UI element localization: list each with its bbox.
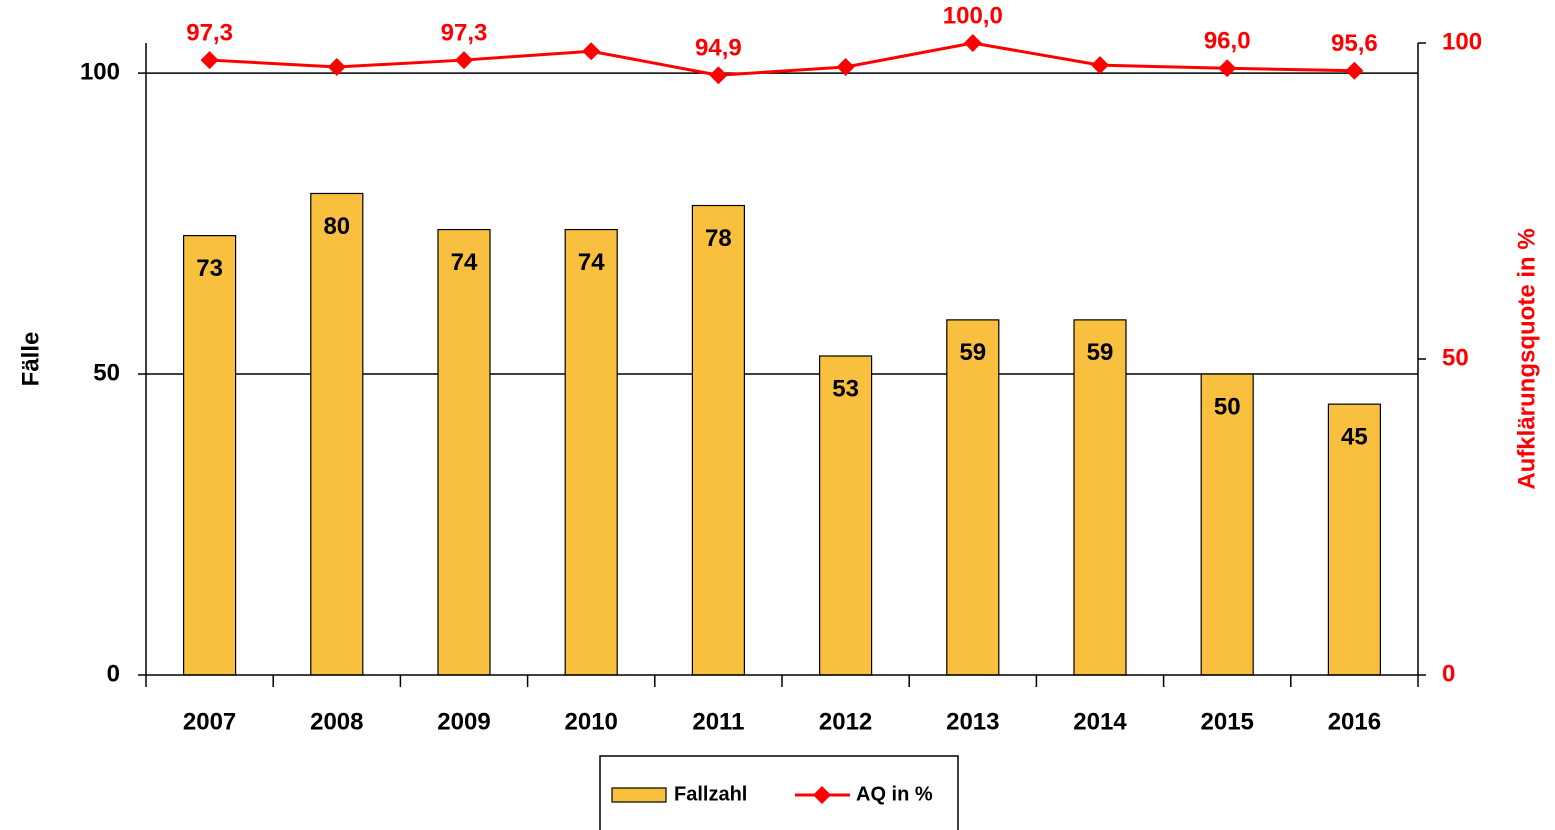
y2-tick-label: 100 xyxy=(1442,28,1482,55)
y2-tick-label: 50 xyxy=(1442,344,1469,371)
bar xyxy=(1200,373,1254,676)
line-value-label: 95,6 xyxy=(1331,30,1378,57)
line-marker xyxy=(200,51,219,70)
line-marker xyxy=(455,51,473,70)
bar-value-label: 59 xyxy=(959,339,986,366)
y-tick-label: 100 xyxy=(80,58,120,85)
x-tick-label: 2007 xyxy=(183,708,236,735)
bar xyxy=(1073,319,1127,676)
x-tick-label: 2015 xyxy=(1201,708,1254,735)
bar xyxy=(691,204,746,676)
y2-tick-label: 0 xyxy=(1442,660,1455,687)
bar xyxy=(437,228,491,676)
x-tick-label: 2008 xyxy=(310,708,363,735)
line-marker xyxy=(1091,56,1109,75)
x-tick-label: 2016 xyxy=(1328,708,1381,735)
bar-value-label: 45 xyxy=(1341,423,1368,450)
line-marker xyxy=(709,66,728,85)
line-value-label: 94,9 xyxy=(695,35,742,62)
bar-value-label: 74 xyxy=(578,249,605,276)
legend-label: AQ in % xyxy=(856,783,933,805)
line-value-label: 97,3 xyxy=(441,19,488,46)
line-marker xyxy=(327,58,346,77)
bar-value-label: 53 xyxy=(832,375,859,402)
x-tick-label: 2010 xyxy=(565,708,618,735)
x-tick-label: 2013 xyxy=(946,708,999,735)
bar-value-label: 78 xyxy=(705,225,732,252)
bar-value-label: 74 xyxy=(451,249,478,276)
y-tick-label: 50 xyxy=(93,359,120,386)
x-tick-label: 2014 xyxy=(1073,708,1127,735)
legend-label: Fallzahl xyxy=(674,783,747,805)
line-marker xyxy=(963,34,982,52)
bar-value-label: 80 xyxy=(323,213,350,240)
line-marker xyxy=(1218,59,1237,78)
x-tick-label: 2012 xyxy=(819,708,872,735)
line-value-label: 97,3 xyxy=(186,19,233,46)
legend-swatch xyxy=(611,787,667,803)
x-tick-label: 2011 xyxy=(692,708,744,735)
line-value-label: 100,0 xyxy=(943,2,1003,29)
bar xyxy=(564,228,618,676)
x-tick-label: 2009 xyxy=(437,708,490,735)
bar xyxy=(310,192,364,676)
bar-value-label: 73 xyxy=(196,255,223,282)
y-tick-label: 0 xyxy=(107,660,120,687)
bar xyxy=(946,319,1000,676)
bar-value-label: 50 xyxy=(1214,393,1241,420)
line-marker xyxy=(836,58,855,77)
y-axis-label: Fälle xyxy=(17,332,44,387)
line xyxy=(209,41,1355,77)
bar-value-label: 59 xyxy=(1087,339,1114,366)
legend-marker xyxy=(813,786,831,804)
bar xyxy=(1327,403,1382,676)
line-marker xyxy=(582,42,601,61)
y2-axis-label: Aufklärungsquote in % xyxy=(1513,228,1540,489)
bar xyxy=(818,355,873,676)
bar xyxy=(183,235,237,676)
line-marker xyxy=(1345,61,1364,80)
line-value-label: 96,0 xyxy=(1204,28,1251,55)
